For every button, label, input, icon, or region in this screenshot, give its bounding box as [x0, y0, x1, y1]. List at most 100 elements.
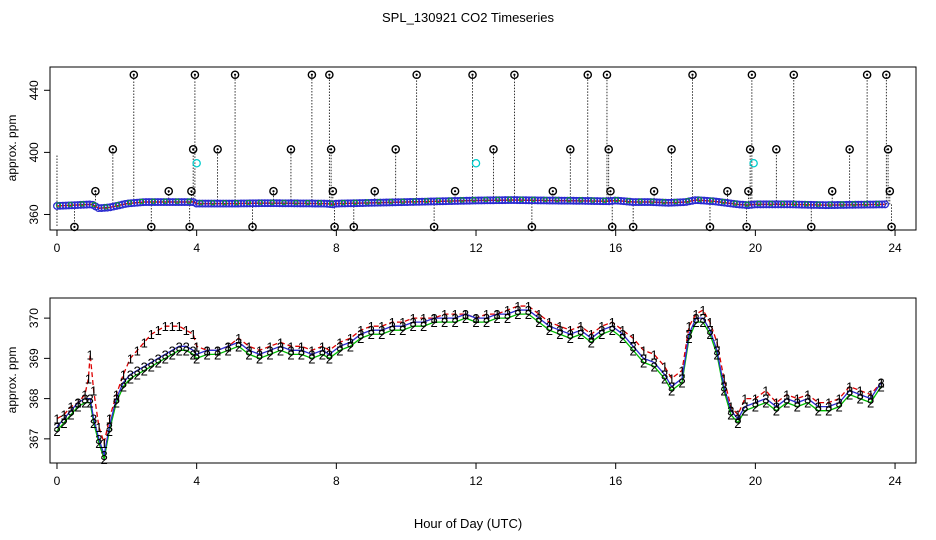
series-2-point: 2 [556, 327, 563, 342]
outlier-marker [91, 186, 100, 196]
series-1-point: 1 [462, 307, 469, 322]
series-1-point: 1 [783, 388, 790, 403]
series-1-point: 1 [451, 307, 458, 322]
series-1-point: 1 [60, 408, 67, 423]
series-2-point: 2 [113, 396, 120, 411]
series-3-point: 3 [298, 343, 305, 358]
baseline-point-alt [495, 196, 501, 202]
series-1-point: 1 [441, 307, 448, 322]
baseline-point [58, 201, 67, 210]
series-1-point: 1 [577, 319, 584, 334]
outlier-marker [213, 144, 222, 154]
series-2-point: 2 [546, 323, 553, 338]
baseline-point-alt [221, 200, 228, 206]
outlier-marker-center [433, 225, 436, 228]
baseline-point-alt [79, 201, 85, 207]
series-3-point: 3 [706, 323, 713, 338]
outlier-marker [468, 70, 477, 80]
series-1-point: 1 [308, 343, 315, 358]
outlier-marker [326, 144, 336, 154]
baseline-point [272, 199, 281, 208]
baseline-point-alt [874, 200, 881, 207]
series-2-point: 2 [347, 339, 354, 354]
series-3-point: 3 [347, 335, 354, 350]
outlier-marker-center [331, 190, 334, 193]
baseline-point-alt [601, 197, 608, 203]
series-1-point: 1 [713, 335, 720, 350]
baseline-point-alt [67, 201, 73, 208]
series-3-point: 3 [245, 343, 252, 358]
baseline-point-alt [483, 196, 489, 203]
series-2-point: 2 [368, 327, 375, 342]
baseline-point [287, 199, 296, 208]
baseline-point-alt [447, 197, 453, 203]
series-1-point: 1 [867, 388, 874, 403]
baseline-point [391, 198, 400, 207]
series-3-point: 3 [577, 323, 584, 338]
baseline-point [821, 201, 830, 210]
baseline-point [427, 197, 435, 206]
outlier-marker-center [890, 225, 893, 228]
series-3-point: 3 [734, 412, 741, 427]
series-2-point: 2 [148, 359, 155, 374]
series-2-point: 2 [535, 315, 542, 330]
series-3-point: 3 [74, 396, 81, 411]
series-1-point: 1 [287, 339, 294, 354]
series-3-point: 3 [692, 311, 699, 326]
baseline-point [489, 196, 498, 205]
outlier-marker-center [632, 225, 635, 228]
series-2-point: 2 [514, 307, 521, 322]
outlier-marker [789, 70, 799, 80]
series-1-point: 1 [556, 319, 563, 334]
outlier-marker [391, 144, 401, 154]
series-2-point: 2 [235, 339, 242, 354]
bottom-x-tick-label: 12 [469, 474, 483, 488]
series-2-point: 2 [783, 396, 790, 411]
baseline-point-alt [293, 199, 299, 206]
series-2-point: 2 [127, 371, 134, 386]
outlier-marker-center [373, 190, 376, 193]
series-2-point: 2 [877, 380, 884, 395]
series-1-point: 1 [87, 347, 94, 362]
outlier-marker [827, 186, 837, 196]
outlier-marker-center [866, 73, 869, 76]
series-2-point: 2 [567, 331, 574, 346]
series-2-point: 2 [752, 400, 759, 415]
outlier-marker [745, 144, 755, 154]
outlier-marker-center [775, 148, 778, 151]
series-1-point: 1 [277, 335, 284, 350]
baseline-point-alt [281, 199, 287, 205]
series-1-point: 1 [546, 315, 553, 330]
outlier-marker-center [792, 73, 795, 76]
series-1-point: 1 [661, 359, 668, 374]
baseline-point [251, 199, 260, 208]
baseline-point [750, 200, 759, 209]
baseline-point [275, 199, 284, 208]
baseline-point [418, 197, 427, 206]
bottom-y-tick-label: 370 [27, 308, 41, 328]
series-2-point: 2 [430, 315, 437, 330]
series-3-point: 3 [727, 404, 734, 419]
outlier-marker-center [111, 148, 114, 151]
top-x-tick-label: 4 [193, 241, 200, 255]
outlier-marker [190, 70, 200, 80]
baseline-point [513, 196, 521, 205]
baseline-point [61, 201, 70, 210]
outlier-marker-center [94, 190, 97, 193]
series-1-point: 1 [825, 396, 832, 411]
baseline-point [429, 197, 438, 206]
series-3-point: 3 [277, 339, 284, 354]
baseline-point-alt [815, 201, 821, 207]
baseline-point-alt [578, 197, 584, 203]
series-1-point: 1 [120, 367, 127, 382]
baseline-point [809, 200, 818, 209]
series-3-point: 3 [836, 396, 843, 411]
baseline-point [225, 199, 234, 208]
series-1-point: 1 [773, 396, 780, 411]
baseline-point-alt [150, 198, 156, 204]
series-1-point: 1 [266, 339, 273, 354]
outlier-marker-center [670, 148, 673, 151]
baseline-point-alt [411, 198, 418, 204]
baseline-point [881, 200, 890, 209]
baseline-point-alt [768, 200, 774, 207]
